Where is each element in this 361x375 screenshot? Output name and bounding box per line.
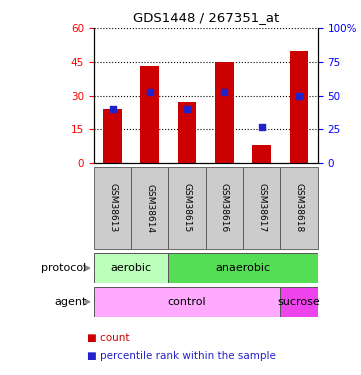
Text: GSM38617: GSM38617 [257,183,266,233]
Bar [290,51,308,163]
Bar [215,62,234,163]
Text: GDS1448 / 267351_at: GDS1448 / 267351_at [132,11,279,24]
Bar [280,167,318,249]
Bar [280,287,318,317]
Point [147,88,153,94]
Text: protocol: protocol [42,263,87,273]
Text: control: control [168,297,206,307]
Point [110,106,116,112]
Bar [169,167,206,249]
Point [296,93,302,99]
Text: ■ percentile rank within the sample: ■ percentile rank within the sample [87,351,275,361]
Text: GSM38618: GSM38618 [295,183,304,233]
Bar [94,287,280,317]
Text: ■ count: ■ count [87,333,129,342]
Bar [131,167,169,249]
Text: GSM38615: GSM38615 [183,183,192,233]
Text: agent: agent [54,297,87,307]
Text: GSM38616: GSM38616 [220,183,229,233]
Bar [103,109,122,163]
Bar [94,167,131,249]
Text: sucrose: sucrose [278,297,321,307]
Point [222,88,227,94]
Text: GSM38613: GSM38613 [108,183,117,233]
Point [259,124,265,130]
Text: anaerobic: anaerobic [216,263,271,273]
Bar [140,66,159,163]
Bar [252,145,271,163]
Bar [94,253,169,283]
Bar [206,167,243,249]
Point [184,106,190,112]
Bar [178,102,196,163]
Text: GSM38614: GSM38614 [145,183,154,232]
Bar [169,253,318,283]
Bar [243,167,280,249]
Text: aerobic: aerobic [110,263,152,273]
